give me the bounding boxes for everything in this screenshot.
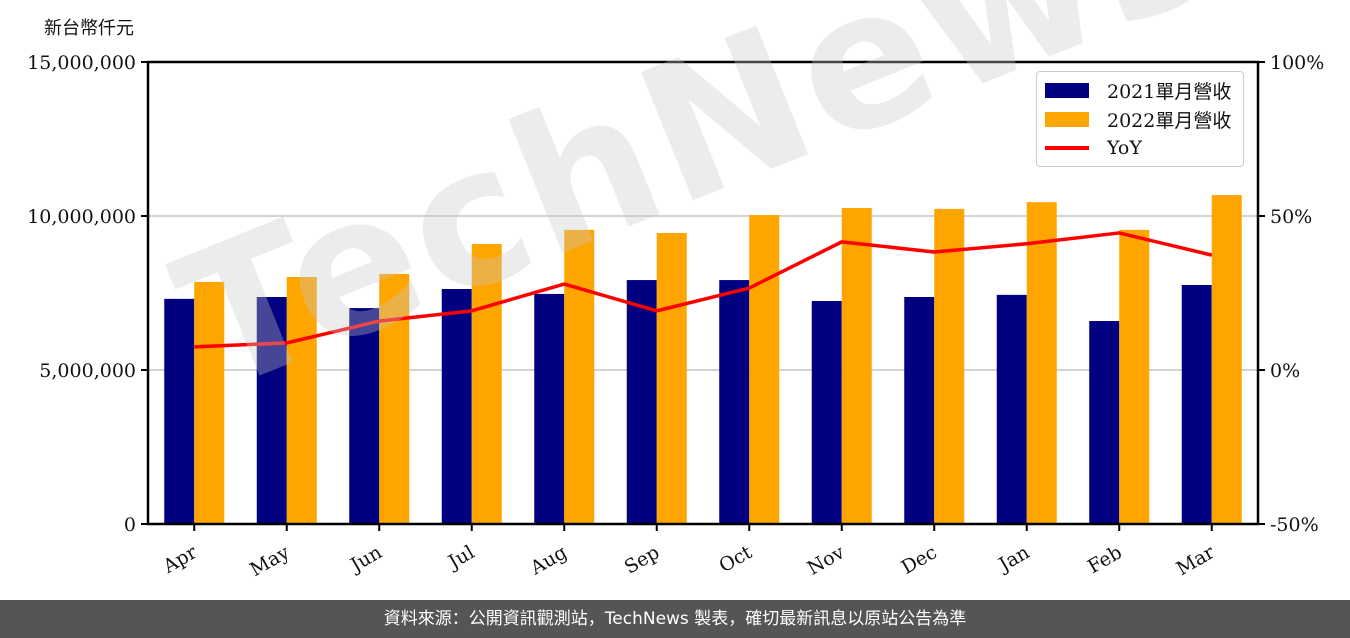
y2-tick-label: 50% xyxy=(1270,206,1312,228)
bar-nov-0 xyxy=(811,301,842,524)
y-tick-label: 15,000,000 xyxy=(27,52,136,74)
x-tick-label: May xyxy=(246,541,293,581)
bar-feb-1 xyxy=(1119,229,1150,525)
legend-item-2022: 2022單月營收 xyxy=(1045,107,1232,132)
legend-item-yoy: YoY xyxy=(1045,136,1142,160)
bar-may-1 xyxy=(286,276,317,524)
x-tick-label: Jul xyxy=(443,541,478,574)
x-tick-label: Jun xyxy=(345,541,386,577)
x-tick-label: Sep xyxy=(621,541,664,578)
legend-label-2022: 2022單月營收 xyxy=(1107,109,1232,132)
legend-line-yoy xyxy=(1045,146,1089,150)
x-tick-label: Jan xyxy=(994,541,1034,577)
chart-plot: 0 5,000,000 10,000,000 15,000,000 -50% 0% 50% 1… xyxy=(27,52,1324,581)
y2-tick-label: -50% xyxy=(1270,514,1319,536)
bar-feb-0 xyxy=(1089,321,1120,524)
y-tick-label: 5,000,000 xyxy=(39,360,136,382)
legend-swatch-2021 xyxy=(1045,82,1089,98)
bar-apr-1 xyxy=(194,281,225,524)
legend-swatch-2022 xyxy=(1045,111,1089,127)
legend: 2021單月營收 2022單月營收 YoY xyxy=(1036,71,1244,167)
bar-jul-0 xyxy=(441,288,472,524)
x-tick-label: Nov xyxy=(804,541,849,580)
plot-frame xyxy=(146,60,1260,526)
y-tick-label: 0 xyxy=(124,514,136,536)
y-tick-label: 10,000,000 xyxy=(27,206,136,228)
chart: 0 5,000,000 10,000,000 15,000,000 -50% 0% 50% 1… xyxy=(27,0,1324,581)
bar-apr-0 xyxy=(164,298,195,524)
legend-label-2021: 2021單月營收 xyxy=(1107,80,1232,103)
y2-tick-label: 100% xyxy=(1270,52,1324,74)
x-tick-label: Apr xyxy=(159,541,202,578)
x-tick-label: Aug xyxy=(526,541,571,580)
legend-label-yoy: YoY xyxy=(1107,137,1142,159)
bar-jun-1 xyxy=(379,273,410,524)
bar-jan-0 xyxy=(996,294,1027,524)
bar-jul-1 xyxy=(471,244,502,524)
legend-item-2021: 2021單月營收 xyxy=(1045,78,1232,103)
x-tick-label: Feb xyxy=(1084,541,1126,578)
y2-tick-label: 0% xyxy=(1270,360,1300,382)
bar-nov-1 xyxy=(841,207,872,524)
source-footer: 資料來源：公開資訊觀測站，TechNews 製表，確切最新訊息以原站公告為準 xyxy=(0,600,1350,638)
bar-dec-1 xyxy=(934,208,965,524)
bar-jan-1 xyxy=(1026,202,1057,524)
yoy-line xyxy=(194,231,1213,349)
bar-may-0 xyxy=(256,297,287,524)
x-tick-label: Oct xyxy=(715,541,756,577)
bar-aug-0 xyxy=(534,293,565,524)
bar-sep-1 xyxy=(656,232,687,524)
x-tick-label: Dec xyxy=(898,541,941,579)
y-axis-unit-label: 新台幣仟元 xyxy=(44,18,134,39)
bar-oct-1 xyxy=(749,215,780,525)
bar-sep-0 xyxy=(626,280,657,524)
bar-mar-1 xyxy=(1211,195,1242,524)
x-tick-label: Mar xyxy=(1173,541,1219,580)
bar-mar-0 xyxy=(1181,284,1212,524)
bar-dec-0 xyxy=(904,297,935,524)
bar-oct-0 xyxy=(719,280,750,524)
bar-jun-0 xyxy=(349,308,380,524)
bar-aug-1 xyxy=(564,229,595,525)
